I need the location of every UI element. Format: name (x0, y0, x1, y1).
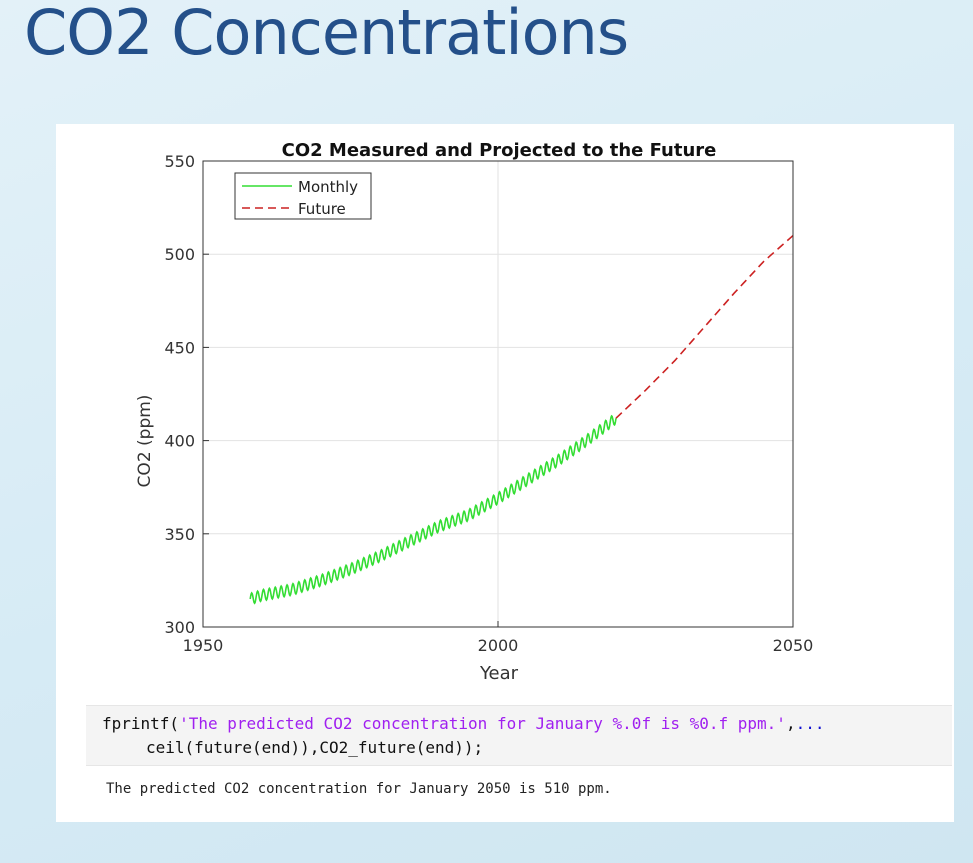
chart-title: CO2 Measured and Projected to the Future (282, 140, 717, 161)
x-axis-label: Year (479, 663, 519, 684)
y-tick-label: 400 (164, 432, 195, 451)
series-line-monthly (249, 414, 617, 605)
code-block: fprintf('The predicted CO2 concentration… (86, 705, 952, 766)
x-tick-label: 2050 (773, 636, 814, 655)
command-output: The predicted CO2 concentration for Janu… (106, 781, 612, 797)
x-tick-label: 1950 (183, 636, 224, 655)
code-string: 'The predicted CO2 concentration for Jan… (179, 714, 786, 733)
y-tick-label: 300 (164, 618, 195, 637)
code-continuation: ... (795, 714, 825, 733)
y-tick-label: 350 (164, 525, 195, 544)
code-line-1: fprintf('The predicted CO2 concentration… (102, 714, 824, 733)
series-line-future (615, 234, 794, 419)
y-axis-label: CO2 (ppm) (135, 395, 155, 488)
co2-chart: CO2 Measured and Projected to the Future… (135, 140, 814, 684)
slide-title: CO2 Concentrations (24, 0, 629, 69)
legend-label-future: Future (298, 200, 346, 218)
y-tick-label: 500 (164, 245, 195, 264)
y-tick-label: 450 (164, 338, 195, 357)
y-tick-label: 550 (164, 152, 195, 171)
legend: Monthly Future (234, 172, 372, 220)
code-separator: , (785, 714, 796, 733)
code-func: fprintf( (102, 714, 180, 733)
content-panel: CO2 Measured and Projected to the Future… (56, 124, 954, 822)
code-line-2: ceil(future(end)),CO2_future(end)); (146, 738, 484, 757)
legend-label-monthly: Monthly (298, 178, 358, 196)
x-tick-label: 2000 (478, 636, 519, 655)
